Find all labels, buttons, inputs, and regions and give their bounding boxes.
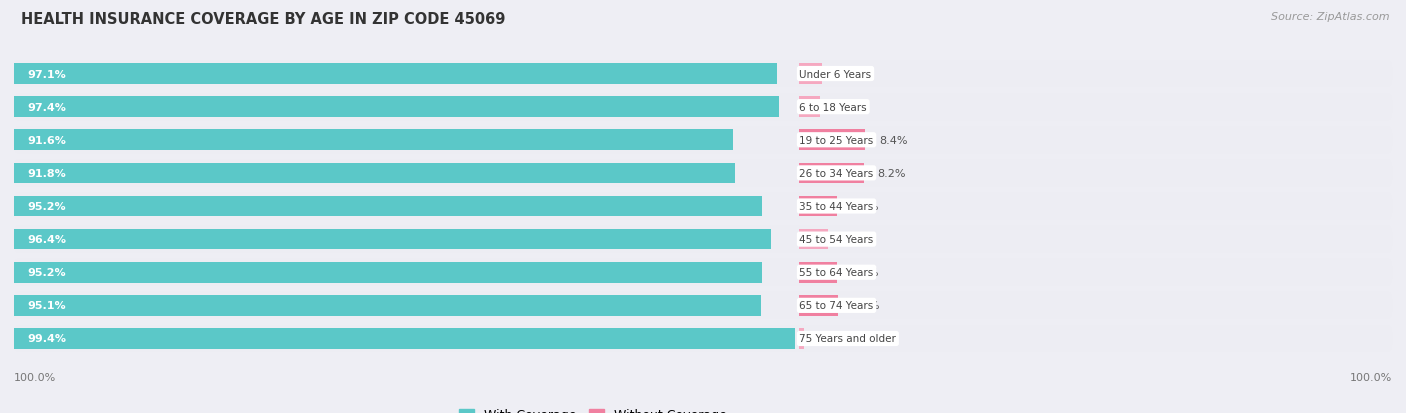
Text: 19 to 25 Years: 19 to 25 Years [800,135,873,145]
Text: Under 6 Years: Under 6 Years [800,69,872,79]
Text: 91.6%: 91.6% [28,135,66,145]
FancyBboxPatch shape [14,94,1392,121]
Bar [14,130,734,151]
Text: 0.61%: 0.61% [818,334,853,344]
Bar [800,130,866,151]
Text: 100.0%: 100.0% [14,372,56,382]
Text: 100.0%: 100.0% [1350,372,1392,382]
Bar [800,262,837,283]
Bar [800,163,863,184]
Bar [14,64,776,85]
Text: 35 to 44 Years: 35 to 44 Years [800,202,873,211]
Text: HEALTH INSURANCE COVERAGE BY AGE IN ZIP CODE 45069: HEALTH INSURANCE COVERAGE BY AGE IN ZIP … [21,12,506,27]
Bar [800,229,828,250]
Bar [14,196,762,217]
Text: 95.1%: 95.1% [28,301,66,311]
Text: 8.4%: 8.4% [879,135,908,145]
Text: 65 to 74 Years: 65 to 74 Years [800,301,873,311]
Bar [14,262,762,283]
Bar [800,97,820,118]
Text: 8.2%: 8.2% [877,169,905,178]
FancyBboxPatch shape [14,292,1392,319]
FancyBboxPatch shape [14,259,1392,286]
Bar [800,328,804,349]
Text: 45 to 54 Years: 45 to 54 Years [800,235,873,244]
Text: 4.9%: 4.9% [852,301,880,311]
FancyBboxPatch shape [14,325,1392,352]
Text: 26 to 34 Years: 26 to 34 Years [800,169,873,178]
Text: 97.4%: 97.4% [28,102,66,112]
FancyBboxPatch shape [14,160,1392,187]
FancyBboxPatch shape [14,61,1392,88]
Text: 96.4%: 96.4% [28,235,67,244]
Bar [14,328,794,349]
Bar [14,97,779,118]
Text: 3.6%: 3.6% [842,235,870,244]
Text: 4.8%: 4.8% [851,202,879,211]
Bar [14,229,770,250]
Text: 55 to 64 Years: 55 to 64 Years [800,268,873,278]
Text: 2.6%: 2.6% [834,102,862,112]
FancyBboxPatch shape [14,193,1392,220]
Bar [14,163,735,184]
Bar [14,295,761,316]
Text: Source: ZipAtlas.com: Source: ZipAtlas.com [1271,12,1389,22]
Text: 2.9%: 2.9% [837,69,865,79]
FancyBboxPatch shape [14,226,1392,253]
Text: 6 to 18 Years: 6 to 18 Years [800,102,868,112]
FancyBboxPatch shape [14,127,1392,154]
Text: 4.8%: 4.8% [851,268,879,278]
Text: 95.2%: 95.2% [28,268,66,278]
Bar [800,196,837,217]
Text: 75 Years and older: 75 Years and older [800,334,897,344]
Text: 99.4%: 99.4% [28,334,67,344]
Bar [800,64,823,85]
Text: 91.8%: 91.8% [28,169,66,178]
Text: 97.1%: 97.1% [28,69,66,79]
Legend: With Coverage, Without Coverage: With Coverage, Without Coverage [454,404,731,413]
Bar [800,295,838,316]
Text: 95.2%: 95.2% [28,202,66,211]
